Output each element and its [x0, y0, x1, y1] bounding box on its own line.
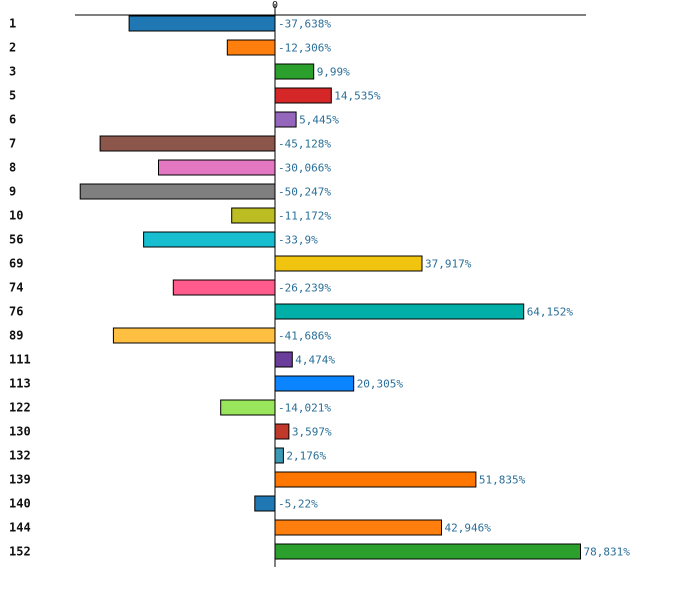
- category-label: 113: [9, 377, 31, 391]
- data-label: -12,306%: [278, 42, 331, 55]
- bar: [112, 327, 276, 344]
- bar: [274, 255, 423, 272]
- data-label: -37,638%: [278, 18, 331, 31]
- category-label: 144: [9, 521, 31, 535]
- bar: [274, 111, 297, 128]
- data-label: -33,9%: [278, 234, 318, 247]
- category-label: 2: [9, 41, 16, 55]
- category-label: 10: [9, 209, 23, 223]
- data-label: 37,917%: [425, 258, 472, 271]
- data-label: 78,831%: [584, 546, 631, 559]
- data-label: 42,946%: [445, 522, 492, 535]
- data-label: 14,535%: [334, 90, 381, 103]
- bar: [143, 231, 276, 248]
- category-label: 8: [9, 161, 16, 175]
- category-label: 1: [9, 17, 16, 31]
- bar: [226, 39, 276, 56]
- data-label: 3,597%: [292, 426, 332, 439]
- bar: [274, 303, 525, 320]
- category-label: 76: [9, 305, 23, 319]
- data-label: -11,172%: [278, 210, 331, 223]
- data-label: -14,021%: [278, 402, 331, 415]
- bar: [274, 447, 284, 464]
- bar: [172, 279, 276, 296]
- bar: [231, 207, 276, 224]
- data-label: 20,305%: [357, 378, 404, 391]
- bar: [158, 159, 276, 176]
- bar: [274, 519, 442, 536]
- data-label: -30,066%: [278, 162, 331, 175]
- data-label: 9,99%: [317, 66, 350, 79]
- category-label: 5: [9, 89, 16, 103]
- category-label: 130: [9, 425, 31, 439]
- bar: [274, 351, 293, 368]
- category-label: 139: [9, 473, 31, 487]
- category-label: 69: [9, 257, 23, 271]
- bar: [99, 135, 276, 152]
- bar: [128, 15, 276, 32]
- data-label: 4,474%: [295, 354, 335, 367]
- data-label: -45,128%: [278, 138, 331, 151]
- category-label: 6: [9, 113, 16, 127]
- data-label: -5,22%: [278, 498, 318, 511]
- category-label: 111: [9, 353, 31, 367]
- category-label: 152: [9, 545, 31, 559]
- bar: [254, 495, 276, 512]
- data-label: -50,247%: [278, 186, 331, 199]
- bar: [274, 375, 355, 392]
- data-label: 2,176%: [286, 450, 326, 463]
- bar: [274, 471, 477, 488]
- bar: [274, 87, 332, 104]
- bar: [274, 63, 315, 80]
- data-label: 64,152%: [527, 306, 574, 319]
- category-label: 3: [9, 65, 16, 79]
- category-label: 122: [9, 401, 31, 415]
- category-label: 89: [9, 329, 23, 343]
- bar: [274, 543, 581, 560]
- category-label: 56: [9, 233, 23, 247]
- category-label: 7: [9, 137, 16, 151]
- data-label: 5,445%: [299, 114, 339, 127]
- category-label: 132: [9, 449, 31, 463]
- category-label: 140: [9, 497, 31, 511]
- category-label: 9: [9, 185, 16, 199]
- bar: [274, 423, 290, 440]
- data-label: -41,686%: [278, 330, 331, 343]
- bar: [79, 183, 276, 200]
- data-label: 51,835%: [479, 474, 526, 487]
- data-label: -26,239%: [278, 282, 331, 295]
- bar: [220, 399, 276, 416]
- category-label: 74: [9, 281, 23, 295]
